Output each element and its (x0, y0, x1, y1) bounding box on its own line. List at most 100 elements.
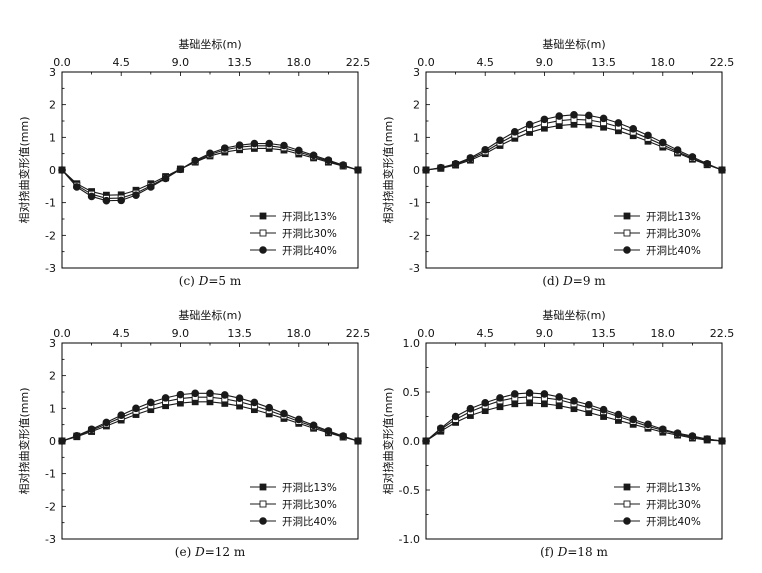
panel-3-legend-label: 开洞比30% (282, 498, 337, 511)
panel-3-caption-value: =12 m (205, 545, 246, 559)
panel-4-series-1-point (526, 399, 533, 407)
panel-1-series-3-point (191, 156, 200, 165)
panel-1-series-3-point (73, 183, 81, 191)
panel-3-series-3-point (161, 394, 170, 402)
panel-3-series-3-point (354, 437, 362, 445)
panel-2-series-3-point (525, 120, 534, 129)
panel-4-caption: (f) D=18 m (540, 545, 608, 559)
panel-2-series-3-point (570, 110, 578, 119)
panel-1-series-3-point (102, 196, 111, 205)
panel-2-x-axis-title: 基础坐标(m) (542, 37, 605, 51)
panel-3-x-axis-title: 基础坐标(m) (178, 308, 241, 322)
panel-2-x-tick-label: 4.5 (476, 56, 494, 69)
panel-3-y-tick-label: -3 (45, 533, 56, 546)
panel-2-legend-marker (623, 246, 631, 254)
panel-3-series-3 (58, 389, 362, 445)
panel-2-caption: (d) D=9 m (542, 274, 606, 288)
panel-1-y-tick-label: -2 (45, 229, 56, 242)
panel-4-series-3-point (644, 420, 652, 429)
panel-3-series-3-point (324, 427, 333, 435)
panel-4: 0.0 4.5 9.0 13.5 18.0 22.5 基础坐标(m) 1.0 0.5 0.0 -0.… (381, 308, 734, 559)
panel-4-series-3 (422, 389, 726, 445)
panel-4-legend-marker (623, 500, 631, 508)
panel-3-y-tick-label: -2 (45, 500, 56, 513)
panel-1-y-tick-label: 0 (49, 164, 56, 177)
panel-2-legend: 开洞比13% 开洞比30% 开洞比40% (614, 210, 701, 257)
panel-4-series-3-point (540, 390, 549, 398)
panel-1-y-tick-label: 2 (49, 99, 56, 112)
panel-2-series-3-point (451, 159, 460, 168)
panel-4-x-ticks: 0.0 4.5 9.0 13.5 18.0 22.5 (417, 327, 734, 347)
panel-1-series-3-point (294, 146, 303, 155)
panel-4-series-1-point (511, 400, 519, 408)
panel-2-series-3-point (481, 145, 490, 154)
panel-1-series-3-point (221, 144, 229, 152)
panel-1-legend-marker (259, 229, 267, 237)
panel-3-x-tick-label: 4.5 (112, 327, 130, 340)
panel-2-series-3-point (688, 153, 697, 161)
panel-1-legend-marker (259, 246, 267, 254)
panel-3-series-3-point (294, 415, 303, 424)
panel-4-y-ticks: 1.0 0.5 0.0 -0.5 -1.0 (399, 337, 430, 546)
panel-4-caption-value: =18 m (567, 545, 608, 559)
panel-2-x-tick-label: 0.0 (417, 56, 435, 69)
panel-4-series-3-point (451, 412, 460, 421)
panel-2-y-tick-label: 0 (413, 164, 420, 177)
panel-4-legend-label: 开洞比30% (646, 498, 701, 511)
panel-1-legend: 开洞比13% 开洞比30% 开洞比40% (250, 210, 337, 257)
panel-2-y-tick-label: 3 (413, 66, 420, 79)
panel-2-caption-var: D (562, 274, 573, 288)
panel-2-series-3-point (703, 159, 711, 168)
panel-3: 0.0 4.5 9.0 13.5 18.0 22.5 基础坐标(m) 3 2 1 0 -1 -2 -3 相对… (17, 308, 370, 559)
panel-3-caption-var: D (194, 545, 205, 559)
panel-2-caption-value: =9 m (573, 274, 607, 288)
panel-4-series-1-point (541, 400, 548, 408)
panel-2-legend-marker (623, 229, 631, 237)
panel-4-x-tick-label: 0.0 (417, 327, 435, 340)
panel-1-y-tick-label: 3 (49, 66, 56, 79)
panel-3-y-tick-label: 3 (49, 337, 56, 350)
panel-3-series-3-point (235, 394, 244, 403)
panel-1-x-ticks: 0.0 4.5 9.0 13.5 18.0 22.5 (53, 56, 370, 76)
panel-2-y-tick-label: -1 (409, 197, 420, 210)
panel-1-legend-marker (259, 212, 267, 220)
panel-1-y-ticks: 3 2 1 0 -1 -2 -3 (45, 66, 66, 275)
panel-3-series-3-point (132, 404, 140, 413)
panel-1-series-3-point (87, 192, 96, 201)
panel-1-series-3-point (280, 141, 288, 150)
panel-1-y-tick-label: 1 (49, 131, 56, 144)
panel-1-x-tick-label: 0.0 (53, 56, 71, 69)
panel-2: 0.0 4.5 9.0 13.5 18.0 22.5 基础坐标(m) 3 2 1 0 -1 -2 -3 相对… (381, 37, 734, 288)
panel-4-legend-label: 开洞比40% (646, 515, 701, 528)
panel-2-y-tick-label: 1 (413, 131, 420, 144)
panel-4-legend-label: 开洞比13% (646, 481, 701, 494)
panel-4-series-3-point (718, 437, 726, 445)
panel-3-y-tick-label: 0 (49, 435, 56, 448)
panel-1-series-3-point (147, 183, 155, 191)
panel-2-series-3-point (584, 111, 593, 120)
panel-3-series-3-point (339, 432, 348, 440)
panel-3-series-3-point (176, 390, 185, 399)
panel-3-series-3-point (206, 389, 214, 398)
panel-1: 0.0 4.5 9.0 13.5 18.0 22.5 基础坐标(m) 3 2 1 0 -1 -2 -3 相对… (17, 37, 370, 288)
panel-4-series-3-point (629, 415, 637, 424)
panel-2-series-3-point (540, 115, 549, 124)
panel-2-series-3-point (658, 138, 667, 147)
panel-3-x-tick-label: 9.0 (172, 327, 190, 340)
panel-4-series-3-point (496, 394, 504, 402)
panel-2-caption-prefix: (d) (542, 274, 563, 288)
panel-2-x-ticks: 0.0 4.5 9.0 13.5 18.0 22.5 (417, 56, 734, 76)
panel-4-series-3-point (481, 398, 490, 407)
panel-3-legend-marker (259, 500, 267, 508)
panel-4-x-tick-label: 22.5 (710, 327, 735, 340)
panel-1-x-tick-label: 4.5 (112, 56, 130, 69)
panel-3-legend-label: 开洞比13% (282, 481, 337, 494)
panel-1-caption-var: D (198, 274, 209, 288)
panel-2-y-tick-label: -2 (409, 229, 420, 242)
panel-4-legend-marker (623, 517, 631, 525)
panel-1-legend-label: 开洞比40% (282, 244, 337, 257)
panel-4-x-tick-label: 9.0 (536, 327, 554, 340)
panel-4-series-3-point (466, 404, 475, 413)
panel-3-x-tick-label: 0.0 (53, 327, 71, 340)
panel-4-series-3-point (688, 432, 697, 440)
